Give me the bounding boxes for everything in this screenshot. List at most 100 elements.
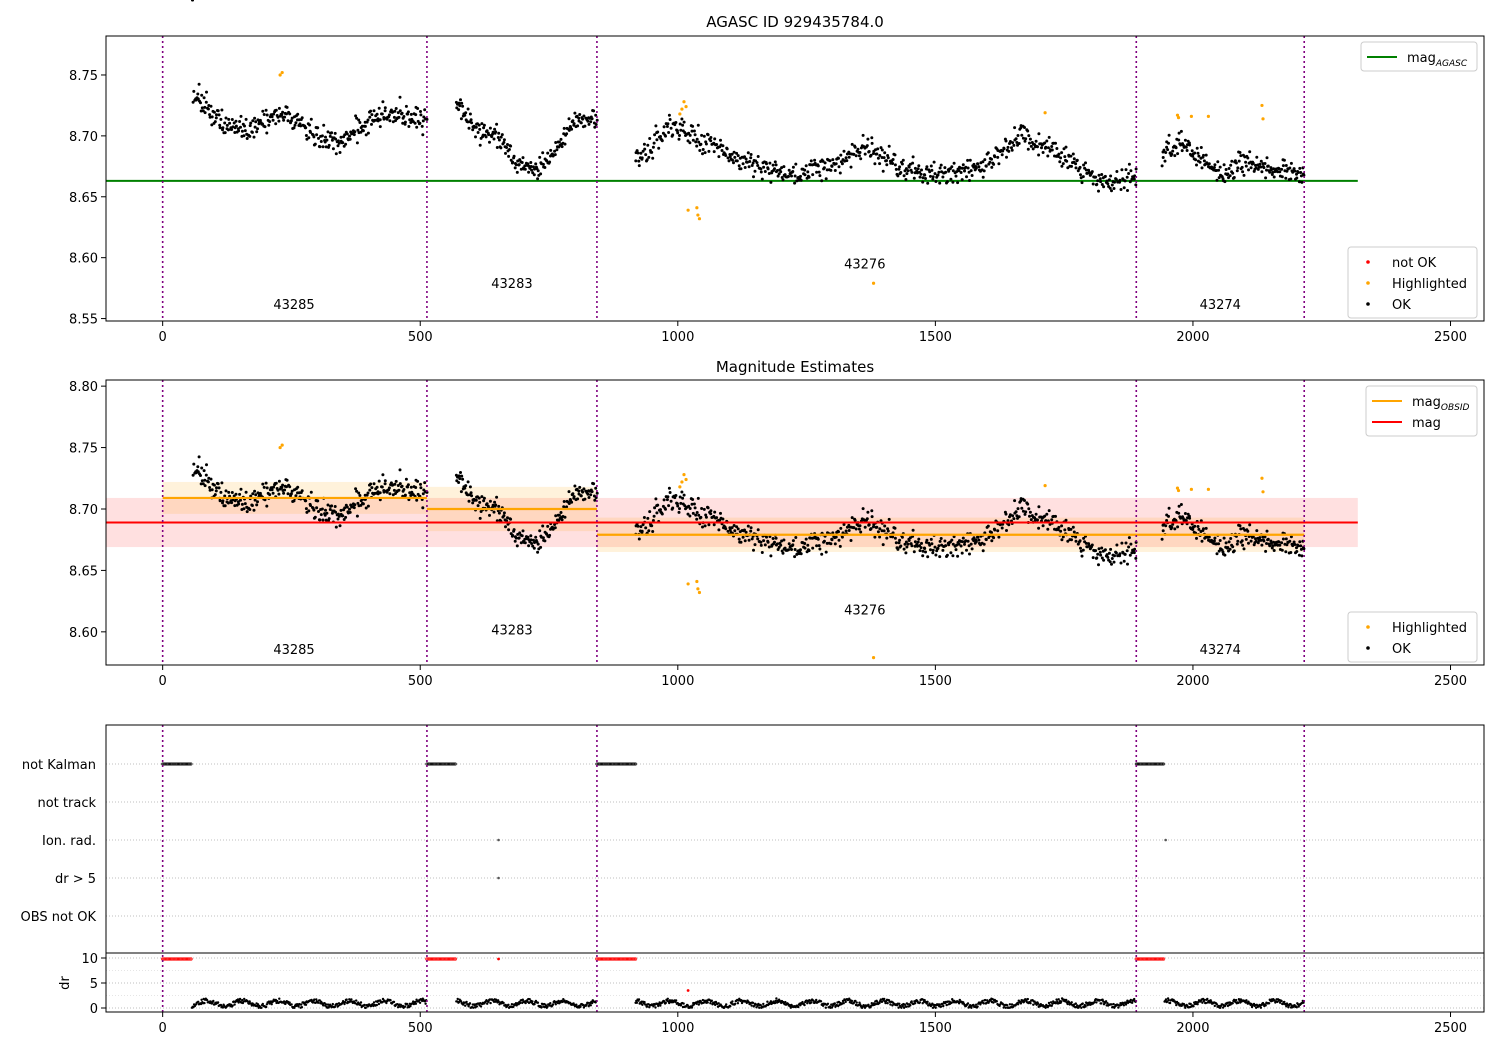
ok-point bbox=[1010, 148, 1014, 152]
ok-point bbox=[728, 155, 732, 159]
dr-point bbox=[1223, 1004, 1227, 1008]
ok-point bbox=[493, 127, 497, 131]
y-tick-label: 5 bbox=[90, 977, 98, 992]
ok-point bbox=[364, 133, 368, 137]
y-tick-label: 8.75 bbox=[69, 442, 98, 457]
dr-point bbox=[231, 1004, 234, 1007]
ok-point bbox=[582, 114, 586, 118]
ok-point bbox=[917, 537, 921, 541]
ok-point bbox=[656, 130, 660, 134]
dr-point bbox=[313, 998, 316, 1001]
dr-point bbox=[686, 1004, 689, 1007]
dr-point bbox=[372, 1001, 376, 1004]
y-tick-label: 8.70 bbox=[69, 130, 98, 145]
dr-point bbox=[1264, 1004, 1267, 1007]
ok-point bbox=[1112, 187, 1116, 190]
ok-point bbox=[1110, 557, 1114, 560]
ok-point bbox=[1161, 529, 1165, 533]
ok-point bbox=[536, 542, 540, 546]
dr-point bbox=[734, 1002, 737, 1005]
ok-point bbox=[873, 162, 877, 166]
ok-point bbox=[929, 174, 932, 178]
obsid-label: 43276 bbox=[844, 258, 885, 273]
ok-point bbox=[749, 526, 753, 530]
ok-point bbox=[527, 544, 531, 548]
ok-point bbox=[1105, 179, 1109, 183]
ok-point bbox=[833, 542, 837, 546]
ok-point bbox=[480, 495, 484, 499]
ok-point bbox=[906, 169, 910, 173]
ok-point bbox=[763, 170, 767, 173]
ok-point bbox=[887, 517, 891, 521]
ok-point bbox=[223, 121, 227, 125]
ok-point bbox=[762, 165, 766, 169]
dr-point bbox=[489, 1001, 492, 1005]
ok-point bbox=[640, 156, 644, 160]
ok-point bbox=[637, 164, 641, 168]
ok-point bbox=[799, 552, 803, 556]
dr-point bbox=[585, 1003, 588, 1006]
ok-point bbox=[277, 492, 281, 496]
ok-point bbox=[859, 530, 863, 534]
ok-point bbox=[1011, 514, 1015, 518]
highlighted-point bbox=[278, 73, 282, 77]
ok-point bbox=[557, 140, 561, 144]
ok-point bbox=[894, 541, 898, 545]
dr-point bbox=[1283, 1000, 1286, 1004]
ok-point bbox=[695, 137, 699, 141]
ok-point bbox=[1268, 544, 1272, 548]
dr-point bbox=[982, 1002, 985, 1005]
ok-point bbox=[514, 163, 518, 167]
ok-point bbox=[1265, 168, 1268, 172]
ok-point bbox=[1289, 535, 1293, 539]
ok-point bbox=[799, 178, 803, 182]
dr-point bbox=[512, 1005, 515, 1009]
ok-point bbox=[497, 131, 501, 135]
ok-point bbox=[253, 498, 257, 502]
ok-point bbox=[212, 483, 216, 487]
highlighted-point bbox=[278, 445, 282, 450]
ok-point bbox=[530, 542, 534, 545]
ok-point bbox=[1300, 180, 1304, 184]
ok-point bbox=[644, 526, 648, 530]
ok-point bbox=[330, 131, 334, 135]
ok-point bbox=[202, 96, 206, 100]
ok-point bbox=[381, 473, 385, 477]
ok-point bbox=[737, 164, 741, 168]
ok-point bbox=[1043, 141, 1047, 145]
ok-point bbox=[929, 537, 933, 541]
x-tick-label: 1000 bbox=[661, 674, 694, 689]
ok-point bbox=[639, 151, 643, 155]
flag-row-label: dr > 5 bbox=[55, 872, 96, 887]
ok-point bbox=[461, 477, 465, 481]
dr-point bbox=[940, 1005, 943, 1008]
dr-point bbox=[1204, 1001, 1208, 1005]
ok-point bbox=[839, 526, 843, 530]
ok-point bbox=[460, 101, 464, 105]
dr-point bbox=[1164, 998, 1168, 1001]
legend-marker bbox=[1366, 625, 1370, 629]
ok-point bbox=[1065, 159, 1069, 163]
ok-point bbox=[667, 131, 671, 134]
ok-point bbox=[1194, 158, 1198, 162]
ok-point bbox=[495, 519, 499, 523]
ok-point bbox=[325, 511, 329, 515]
ok-point bbox=[1020, 506, 1024, 510]
ok-point bbox=[662, 498, 666, 502]
dr-point bbox=[392, 1000, 396, 1004]
dr-point bbox=[562, 998, 565, 1001]
dr-point bbox=[300, 1006, 304, 1009]
ok-point bbox=[383, 109, 387, 113]
ok-point bbox=[1289, 161, 1293, 165]
ok-point bbox=[1184, 519, 1188, 522]
ok-point bbox=[1284, 164, 1288, 167]
ok-point bbox=[517, 536, 521, 540]
ok-point bbox=[1255, 155, 1259, 159]
ok-point bbox=[882, 156, 886, 160]
ok-point bbox=[720, 149, 724, 152]
ok-point bbox=[820, 179, 824, 183]
ok-point bbox=[831, 531, 835, 535]
ok-point bbox=[315, 506, 319, 510]
highlighted-point bbox=[1206, 487, 1210, 491]
ok-point bbox=[570, 127, 574, 131]
